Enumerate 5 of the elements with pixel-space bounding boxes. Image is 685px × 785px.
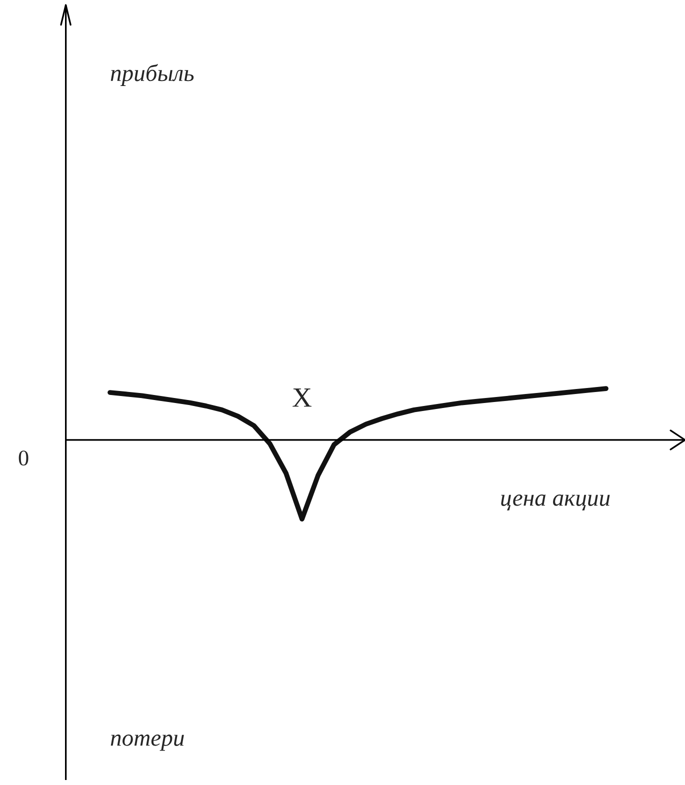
text: прибыль	[110, 64, 194, 86]
x-axis-title: цена акции	[501, 494, 610, 510]
annotation: X	[292, 388, 312, 407]
text: потери	[110, 734, 184, 751]
text: 0	[18, 450, 28, 466]
